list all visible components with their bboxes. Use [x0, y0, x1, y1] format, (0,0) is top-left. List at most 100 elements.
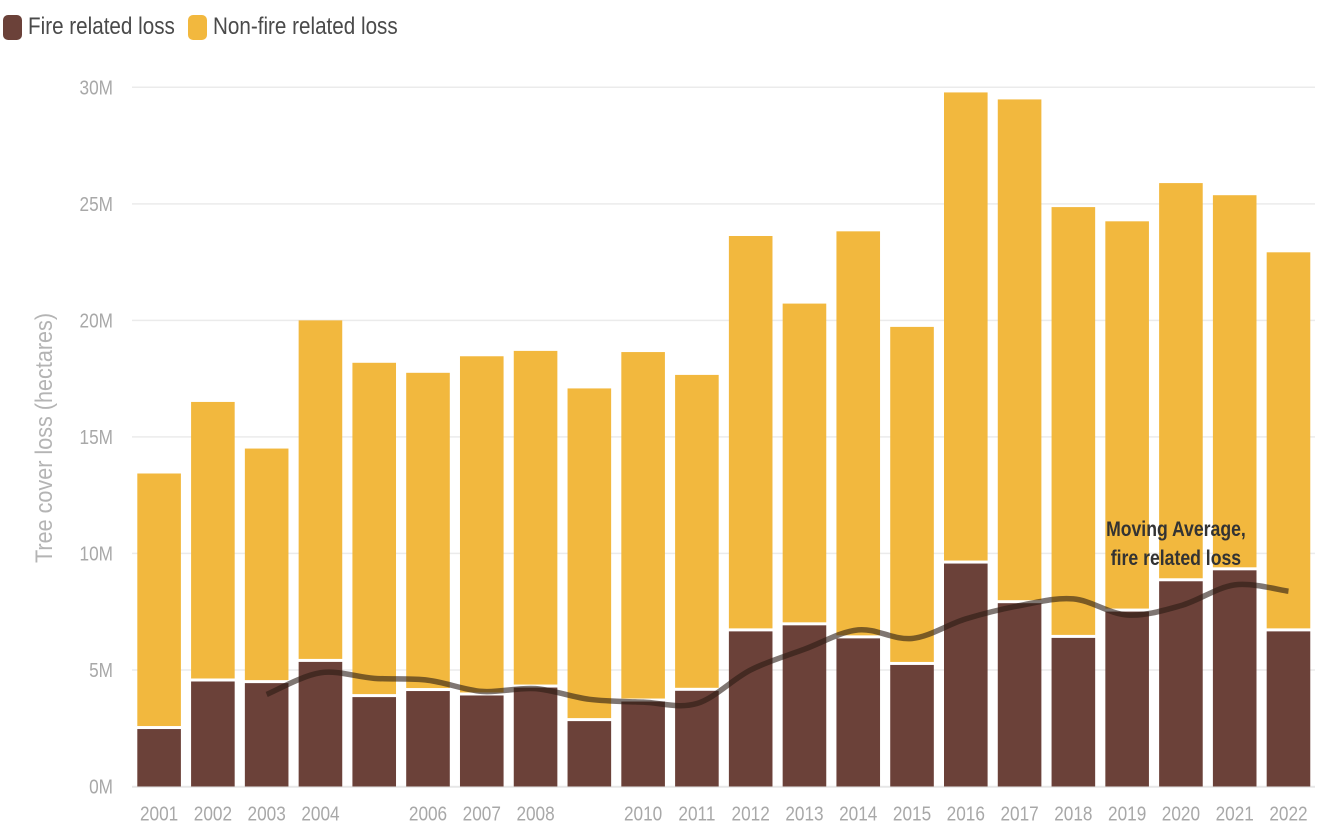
bar-non-fire-2015[interactable]	[890, 326, 934, 662]
bar-fire-2014[interactable]	[836, 638, 881, 787]
bar-non-fire-2020[interactable]	[1159, 183, 1203, 579]
x-tick-label: 2008	[516, 802, 554, 825]
moving-average-path[interactable]	[265, 581, 1289, 709]
x-tick-label: 2022	[1269, 802, 1307, 825]
bar-fire-2006[interactable]	[406, 691, 450, 787]
bar-non-fire-2009[interactable]	[567, 388, 612, 719]
bar-group-2004[interactable]	[298, 320, 343, 787]
bar-group-2018[interactable]	[1051, 207, 1096, 787]
x-tick-label: 2012	[732, 802, 770, 825]
legend-swatch-fire	[3, 14, 22, 40]
y-tick-label: 15M	[80, 426, 113, 449]
bar-fire-2019[interactable]	[1105, 611, 1149, 787]
bar-group-2003[interactable]	[244, 448, 289, 787]
bar-fire-2015[interactable]	[890, 664, 934, 787]
bar-group-2005[interactable]	[352, 362, 397, 787]
bar-group-2001[interactable]	[137, 473, 181, 787]
bar-group-2022[interactable]	[1266, 252, 1311, 787]
bar-non-fire-2013[interactable]	[782, 303, 827, 623]
bar-non-fire-2010[interactable]	[621, 352, 665, 699]
bar-non-fire-2018[interactable]	[1051, 207, 1096, 635]
bar-group-2009[interactable]	[567, 388, 612, 787]
bar-non-fire-2017[interactable]	[997, 99, 1042, 601]
x-tick-label: 2014	[839, 802, 877, 825]
x-tick-label: 2013	[785, 802, 823, 825]
bar-non-fire-2002[interactable]	[191, 401, 235, 679]
annotation-line: Moving Average,	[1106, 518, 1246, 542]
legend-label-non-fire: Non-fire related loss	[213, 13, 398, 40]
moving-average-line	[265, 581, 1289, 709]
annotation: Moving Average, fire related loss	[1106, 518, 1246, 571]
bar-group-2008[interactable]	[513, 350, 558, 787]
bar-group-2002[interactable]	[191, 401, 235, 787]
bar-group-2020[interactable]	[1159, 183, 1203, 787]
bar-fire-2021[interactable]	[1212, 570, 1257, 787]
bar-group-2006[interactable]	[406, 372, 450, 787]
legend-label-fire: Fire related loss	[28, 13, 175, 40]
bar-fire-2020[interactable]	[1159, 581, 1203, 787]
x-tick-label: 2002	[194, 802, 232, 825]
bar-non-fire-2022[interactable]	[1266, 252, 1311, 629]
bar-non-fire-2004[interactable]	[298, 320, 343, 659]
bar-group-2019[interactable]	[1105, 221, 1149, 787]
bar-non-fire-2007[interactable]	[459, 356, 504, 693]
y-tick-label: 20M	[80, 309, 113, 332]
x-tick-label: 2010	[624, 802, 662, 825]
x-axis-ticks: 2001 2002 2003 2004 2006 2007 2008 2010 2011 2012…	[140, 802, 1308, 825]
y-tick-label: 25M	[80, 193, 113, 216]
bar-group-2017[interactable]	[997, 99, 1042, 787]
y-axis-title: Tree cover loss (hectares)	[30, 313, 57, 563]
bar-group-2015[interactable]	[890, 326, 934, 787]
bar-non-fire-2006[interactable]	[406, 372, 450, 689]
bar-group-2011[interactable]	[675, 374, 719, 787]
bar-non-fire-2019[interactable]	[1105, 221, 1149, 609]
bar-fire-2017[interactable]	[997, 603, 1042, 787]
x-tick-label: 2016	[947, 802, 985, 825]
bar-fire-2008[interactable]	[513, 687, 558, 787]
bar-fire-2002[interactable]	[191, 681, 235, 787]
bar-fire-2003[interactable]	[244, 683, 289, 787]
bar-fire-2001[interactable]	[137, 729, 181, 787]
x-tick-label: 2018	[1054, 802, 1092, 825]
bar-fire-2022[interactable]	[1266, 631, 1311, 787]
bar-fire-2012[interactable]	[728, 631, 773, 787]
legend-item-non-fire[interactable]: Non-fire related loss	[188, 13, 428, 41]
bar-group-2021[interactable]	[1212, 195, 1257, 787]
x-tick-label: 2006	[409, 802, 447, 825]
bar-group-2010[interactable]	[621, 352, 665, 787]
bar-group-2016[interactable]	[944, 92, 988, 787]
bar-fire-2010[interactable]	[621, 701, 665, 787]
x-tick-label: 2004	[301, 802, 339, 825]
y-tick-label: 10M	[80, 542, 113, 565]
x-tick-label: 2017	[1000, 802, 1038, 825]
legend-swatch-non-fire	[188, 14, 207, 40]
bar-fire-2009[interactable]	[567, 721, 612, 787]
bar-non-fire-2012[interactable]	[728, 235, 773, 629]
bar-group-2013[interactable]	[782, 303, 827, 787]
bar-group-2012[interactable]	[728, 235, 773, 787]
bar-non-fire-2005[interactable]	[352, 362, 397, 695]
x-tick-label: 2019	[1108, 802, 1146, 825]
bar-non-fire-2008[interactable]	[513, 350, 558, 685]
bar-non-fire-2014[interactable]	[836, 231, 881, 636]
bar-fire-2007[interactable]	[459, 695, 504, 787]
bar-non-fire-2001[interactable]	[137, 473, 181, 727]
bar-non-fire-2021[interactable]	[1212, 195, 1257, 568]
y-tick-label: 30M	[80, 76, 113, 99]
bar-fire-2004[interactable]	[298, 661, 343, 787]
x-tick-label: 2021	[1216, 802, 1254, 825]
bar-fire-2018[interactable]	[1051, 637, 1096, 787]
bars	[137, 92, 1311, 787]
legend-item-fire[interactable]: Fire related loss	[3, 13, 176, 41]
bar-group-2014[interactable]	[836, 231, 881, 787]
y-axis-ticks: 0M 5M 10M 15M 20M 25M 30M	[80, 76, 113, 798]
bar-fire-2005[interactable]	[352, 697, 397, 787]
bar-non-fire-2003[interactable]	[244, 448, 289, 681]
annotation-line: fire related loss	[1111, 547, 1241, 571]
bar-non-fire-2016[interactable]	[944, 92, 988, 561]
x-tick-label: 2011	[678, 802, 715, 825]
bar-group-2007[interactable]	[459, 356, 504, 787]
bar-non-fire-2011[interactable]	[675, 374, 719, 688]
bar-fire-2016[interactable]	[944, 563, 988, 787]
